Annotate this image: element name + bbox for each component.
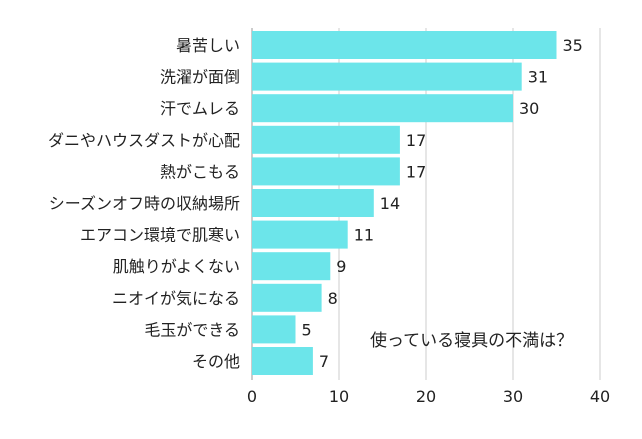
bar	[252, 62, 522, 91]
value-label: 8	[328, 289, 338, 308]
x-tick-label: 40	[590, 387, 610, 406]
value-label: 9	[336, 257, 346, 276]
value-labels: 35 31 30 17 17 14 11 9 857	[302, 36, 583, 371]
bar	[252, 315, 296, 344]
value-label: 17	[406, 131, 426, 150]
x-tick-labels: 0 10 20 30 40	[247, 387, 610, 406]
bar	[252, 157, 400, 186]
category-label: 肌触りがよくない	[113, 257, 240, 276]
bar	[252, 189, 374, 217]
category-label: 汗でムレる	[160, 99, 240, 118]
bar	[252, 125, 400, 154]
x-tick-label: 0	[247, 387, 257, 406]
x-tick-label: 20	[416, 387, 436, 406]
bar	[252, 31, 557, 59]
category-label: 洗濯が面倒	[160, 68, 240, 87]
category-label: シーズンオフ時の収納場所	[49, 194, 240, 213]
bar	[252, 252, 331, 281]
value-label: 17	[406, 162, 426, 181]
x-tick-label: 10	[329, 387, 349, 406]
bar	[252, 220, 348, 249]
x-tick-label: 30	[503, 387, 523, 406]
value-label: 14	[380, 194, 400, 213]
category-label: ダニやハウスダストが心配	[48, 131, 240, 150]
bars	[252, 31, 557, 375]
bar	[252, 283, 322, 312]
value-label: 7	[319, 352, 329, 371]
category-label: 暑苦しい	[176, 36, 240, 55]
bar	[252, 347, 313, 375]
value-label: 11	[354, 226, 374, 245]
category-labels: 暑苦しい洗濯が面倒汗でムレるダニやハウスダストが心配熱がこもるシーズンオフ時の収…	[48, 36, 240, 371]
bar	[252, 94, 513, 123]
value-label: 31	[528, 68, 548, 87]
chart-annotation: 使っている寝具の不満は？	[370, 330, 573, 351]
category-label: ニオイが気になる	[112, 289, 240, 308]
category-label: エアコン環境で肌寒い	[80, 226, 240, 245]
category-label: 熱がこもる	[160, 162, 240, 181]
value-label: 35	[563, 36, 583, 55]
category-label: 毛玉ができる	[144, 320, 240, 339]
value-label: 5	[302, 320, 312, 339]
value-label: 30	[519, 99, 539, 118]
category-label: その他	[192, 352, 240, 371]
